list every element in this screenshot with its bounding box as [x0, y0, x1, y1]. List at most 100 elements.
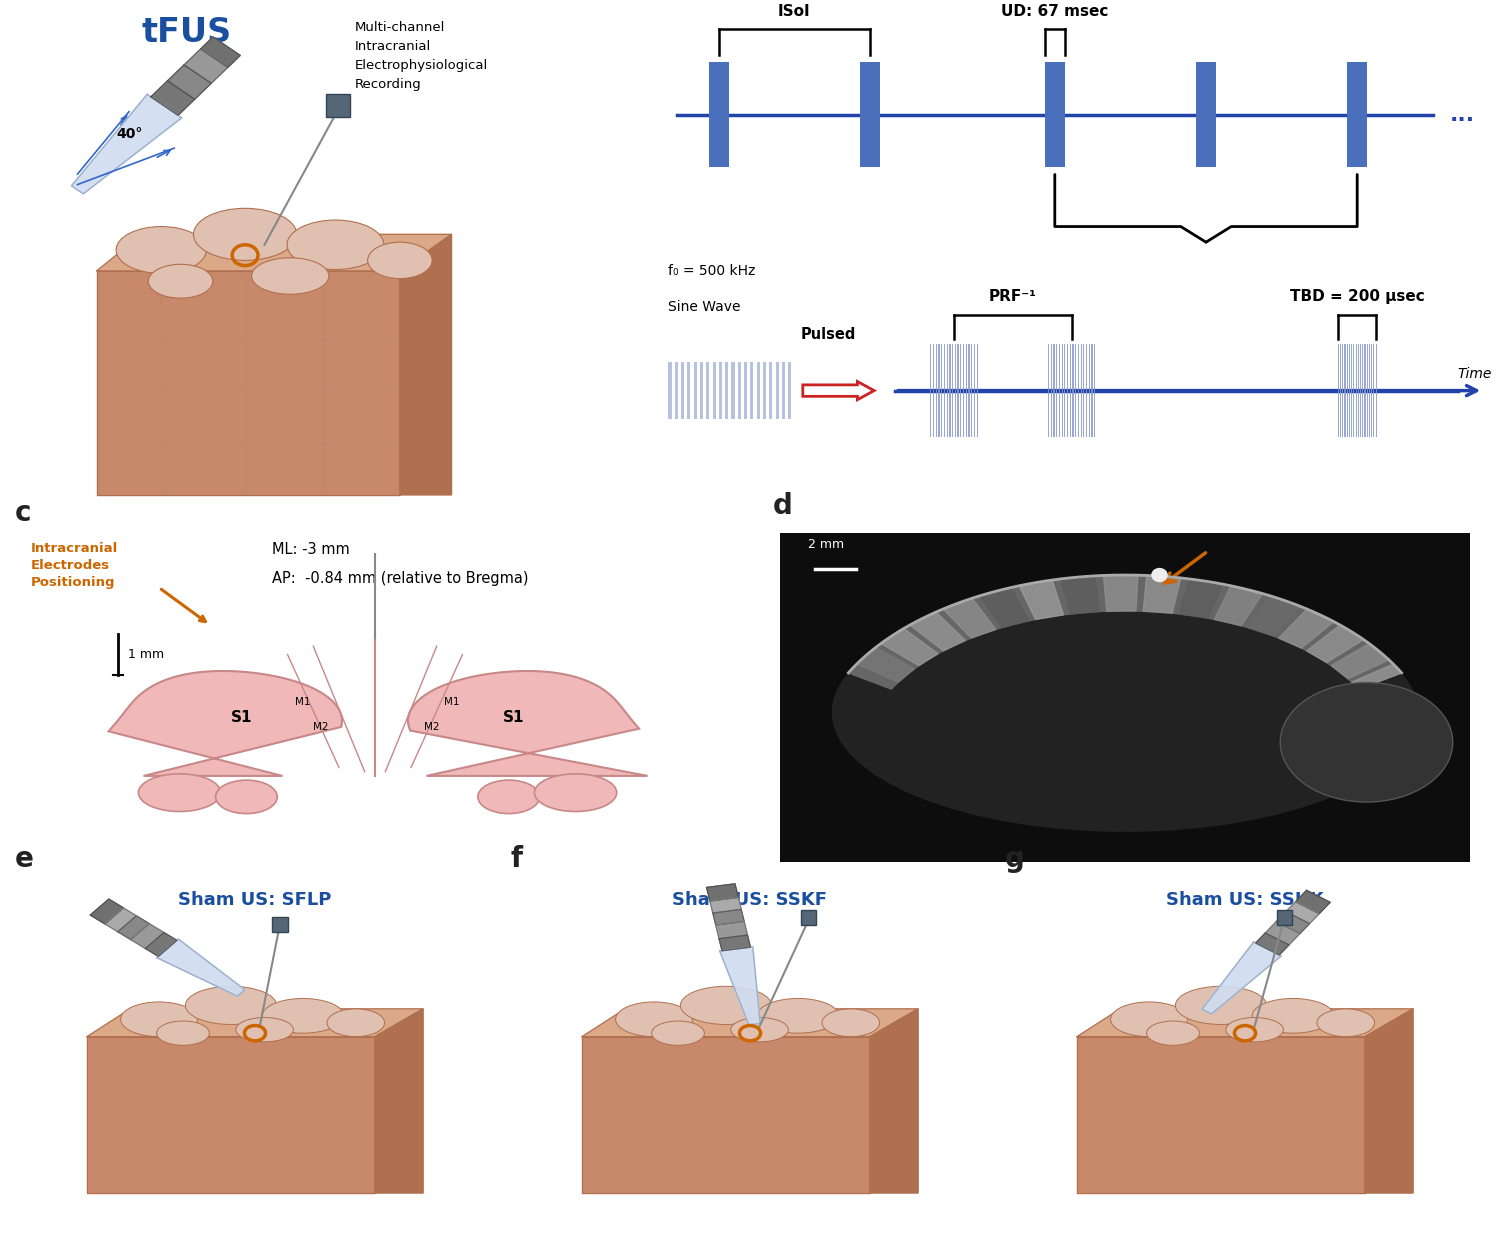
Polygon shape [1365, 1009, 1413, 1193]
Polygon shape [158, 939, 244, 996]
Ellipse shape [252, 258, 328, 294]
Text: M2: M2 [314, 722, 328, 732]
Ellipse shape [831, 593, 1419, 832]
Polygon shape [582, 1009, 918, 1037]
Bar [764, 362, 766, 419]
Text: g: g [1005, 846, 1025, 873]
Polygon shape [87, 1009, 423, 1037]
Bar [718, 362, 722, 419]
Text: ISoI: ISoI [778, 4, 810, 19]
Text: Sham US: SSKF: Sham US: SSKF [672, 890, 828, 909]
Ellipse shape [138, 774, 220, 811]
Polygon shape [582, 1037, 870, 1193]
Ellipse shape [1110, 1002, 1188, 1037]
Ellipse shape [236, 1018, 294, 1042]
Text: M1: M1 [444, 697, 460, 707]
Polygon shape [1077, 1037, 1365, 1193]
Text: 1 mm: 1 mm [128, 649, 165, 661]
Polygon shape [375, 1009, 423, 1193]
Polygon shape [72, 94, 182, 193]
Ellipse shape [1280, 682, 1452, 802]
Bar [788, 362, 792, 419]
Polygon shape [849, 575, 1401, 689]
Bar [712, 362, 716, 419]
Bar [770, 362, 772, 419]
Text: M2: M2 [424, 722, 439, 732]
Polygon shape [1179, 579, 1222, 619]
Polygon shape [712, 909, 744, 925]
Text: f₀ = 500 kHz: f₀ = 500 kHz [669, 264, 756, 278]
Bar [700, 362, 703, 419]
Ellipse shape [368, 242, 432, 279]
Ellipse shape [1176, 986, 1266, 1024]
Text: TBD = 200 μsec: TBD = 200 μsec [1290, 289, 1425, 304]
Text: Time: Time [1458, 367, 1492, 381]
Text: PRF⁻¹: PRF⁻¹ [988, 289, 1036, 304]
Polygon shape [856, 647, 915, 682]
Polygon shape [152, 81, 195, 115]
Text: e: e [15, 846, 34, 873]
FancyArrow shape [802, 382, 874, 399]
Polygon shape [710, 898, 741, 913]
Ellipse shape [116, 227, 207, 273]
Text: ML: -3 mm: ML: -3 mm [272, 542, 350, 557]
Bar [801, 910, 816, 925]
Polygon shape [1202, 942, 1281, 1014]
Polygon shape [880, 629, 938, 666]
Polygon shape [201, 37, 240, 67]
Bar [744, 362, 747, 419]
Polygon shape [1256, 932, 1288, 955]
Ellipse shape [534, 774, 616, 811]
Polygon shape [1276, 911, 1310, 934]
Bar [738, 362, 741, 419]
Text: S1: S1 [503, 709, 525, 724]
Polygon shape [96, 234, 452, 270]
Text: ...: ... [1215, 378, 1236, 398]
Ellipse shape [1252, 998, 1334, 1033]
Ellipse shape [120, 1002, 198, 1037]
Ellipse shape [651, 1021, 705, 1045]
Bar [782, 362, 784, 419]
Bar [1044, 62, 1065, 166]
Ellipse shape [1146, 1021, 1200, 1045]
Bar [732, 362, 735, 419]
Polygon shape [1248, 596, 1300, 636]
Polygon shape [96, 270, 400, 495]
Ellipse shape [194, 208, 297, 260]
Ellipse shape [148, 264, 213, 298]
Polygon shape [720, 947, 760, 1024]
Polygon shape [1296, 890, 1330, 914]
Polygon shape [1306, 625, 1364, 662]
Text: AP:  -0.84 mm (relative to Bregma): AP: -0.84 mm (relative to Bregma) [272, 570, 528, 585]
Text: Pulsed: Pulsed [801, 326, 855, 341]
Bar [1276, 910, 1292, 925]
Bar [756, 362, 759, 419]
Text: Sham US: SSHK: Sham US: SSHK [1166, 890, 1324, 909]
Text: Multi-channel
Intracranial
Electrophysiological
Recording: Multi-channel Intracranial Electrophysio… [354, 21, 488, 91]
Ellipse shape [478, 780, 540, 813]
Text: ...: ... [1449, 104, 1474, 124]
Polygon shape [408, 671, 648, 776]
Polygon shape [1352, 665, 1401, 689]
Polygon shape [130, 924, 164, 949]
Text: tFUS: tFUS [142, 16, 232, 48]
Bar [273, 918, 288, 931]
Text: 40°: 40° [116, 126, 142, 141]
Ellipse shape [681, 986, 771, 1024]
Bar [776, 362, 778, 419]
Text: d: d [772, 492, 794, 520]
Ellipse shape [730, 1018, 789, 1042]
Ellipse shape [1317, 1009, 1374, 1037]
Polygon shape [870, 1009, 918, 1193]
Text: Sine Wave: Sine Wave [669, 300, 741, 314]
Bar [681, 362, 684, 419]
Polygon shape [980, 588, 1029, 627]
Bar [706, 362, 710, 419]
Polygon shape [716, 921, 747, 939]
Bar [708, 62, 729, 166]
Polygon shape [108, 671, 342, 776]
Ellipse shape [615, 1002, 693, 1037]
Polygon shape [1286, 901, 1318, 924]
Polygon shape [168, 64, 211, 99]
Circle shape [1150, 568, 1168, 583]
